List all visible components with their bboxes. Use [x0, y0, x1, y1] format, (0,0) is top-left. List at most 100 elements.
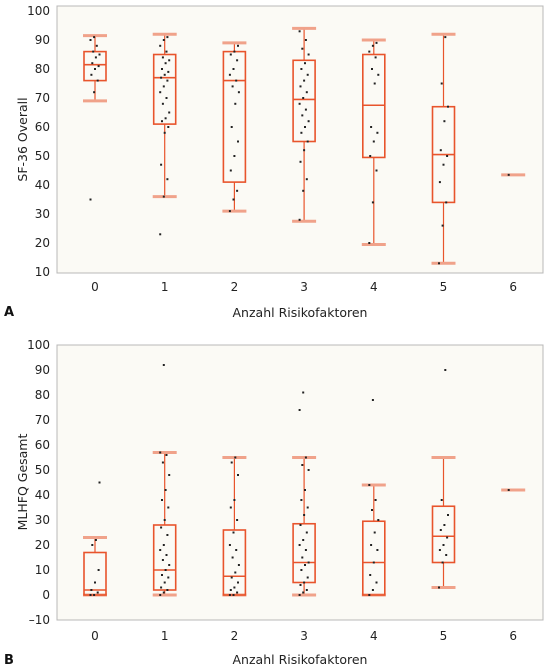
data-point — [307, 53, 310, 56]
data-point — [507, 173, 510, 176]
y-axis-title-b: MLHFQ Gesamt — [15, 434, 30, 531]
data-point — [161, 68, 163, 70]
data-point — [90, 589, 93, 591]
y-tick-label: 100 — [27, 4, 50, 18]
data-point — [302, 391, 305, 394]
data-point — [371, 201, 374, 204]
data-point — [445, 554, 448, 556]
data-point — [304, 108, 307, 111]
data-point — [159, 549, 162, 551]
data-point — [375, 41, 378, 44]
y-tick-label: 40 — [35, 488, 50, 502]
data-point — [161, 461, 164, 464]
data-point — [89, 198, 92, 201]
data-point — [370, 544, 373, 546]
data-point — [165, 454, 168, 456]
data-point — [231, 556, 234, 559]
data-point — [93, 594, 96, 596]
box-iqr — [83, 50, 107, 82]
data-point — [166, 589, 169, 591]
box-iqr — [152, 53, 177, 125]
data-point — [91, 544, 94, 546]
data-point — [167, 126, 170, 128]
data-point — [368, 594, 371, 596]
data-point — [303, 514, 306, 516]
data-point — [230, 461, 233, 464]
y-tick-label: 0 — [42, 588, 50, 602]
data-point — [371, 509, 373, 511]
data-point — [447, 514, 449, 516]
data-point — [306, 140, 309, 143]
data-point — [164, 62, 167, 65]
boxes-b — [83, 364, 526, 597]
y-tick-label: 20 — [35, 538, 50, 552]
data-point — [236, 519, 239, 521]
data-point — [369, 155, 372, 157]
data-point — [371, 589, 374, 591]
data-point — [163, 131, 166, 134]
x-tick-label: 0 — [91, 280, 99, 294]
box-group-5 — [431, 32, 456, 265]
y-tick-label: 50 — [35, 149, 50, 163]
y-tick-label: 30 — [35, 513, 50, 527]
data-point — [232, 198, 235, 201]
data-point — [303, 581, 306, 584]
data-point — [229, 169, 232, 172]
data-point — [236, 189, 239, 192]
data-point — [166, 534, 169, 536]
data-point — [162, 195, 165, 198]
x-tick-label: 3 — [300, 629, 308, 643]
data-point — [162, 85, 165, 88]
data-point — [167, 70, 170, 73]
data-point — [306, 506, 309, 509]
data-point — [94, 581, 96, 584]
data-point — [442, 544, 445, 546]
x-tick-label: 4 — [370, 629, 378, 643]
data-point — [377, 519, 380, 521]
data-point — [374, 499, 377, 501]
data-point — [97, 65, 100, 68]
box-group-2 — [222, 456, 247, 597]
data-point — [304, 39, 307, 41]
data-point — [162, 544, 165, 546]
x-tick-label: 4 — [370, 280, 378, 294]
data-point — [301, 47, 304, 50]
data-point — [298, 218, 301, 221]
data-point — [372, 140, 375, 143]
data-point — [301, 464, 304, 466]
data-point — [89, 594, 92, 596]
x-tick-label: 2 — [231, 280, 239, 294]
data-point — [299, 85, 302, 88]
data-point — [372, 561, 375, 564]
data-point — [161, 574, 163, 576]
data-point — [446, 155, 449, 157]
box-iqr — [361, 520, 386, 596]
data-point — [438, 262, 440, 265]
box-iqr — [152, 524, 177, 591]
data-point — [235, 79, 238, 82]
data-point — [442, 163, 445, 166]
data-point — [299, 584, 302, 586]
data-point — [303, 79, 306, 82]
y-tick-label: 70 — [35, 413, 50, 427]
y-tick-label: 100 — [27, 338, 50, 352]
data-point — [229, 506, 232, 509]
data-point — [163, 519, 166, 521]
data-point — [96, 79, 99, 82]
data-point — [438, 549, 441, 551]
box-group-2 — [222, 41, 247, 213]
y-tick-label: 10 — [35, 265, 50, 279]
data-point — [228, 73, 231, 76]
data-point — [96, 591, 99, 594]
data-point — [441, 561, 444, 564]
data-point — [299, 524, 302, 526]
data-point — [299, 160, 302, 163]
data-point — [303, 149, 306, 152]
data-point — [160, 163, 163, 166]
data-point — [166, 79, 169, 82]
data-point — [369, 574, 372, 576]
data-point — [300, 131, 303, 134]
data-point — [94, 56, 97, 59]
data-point — [92, 50, 95, 53]
data-point — [305, 589, 308, 591]
